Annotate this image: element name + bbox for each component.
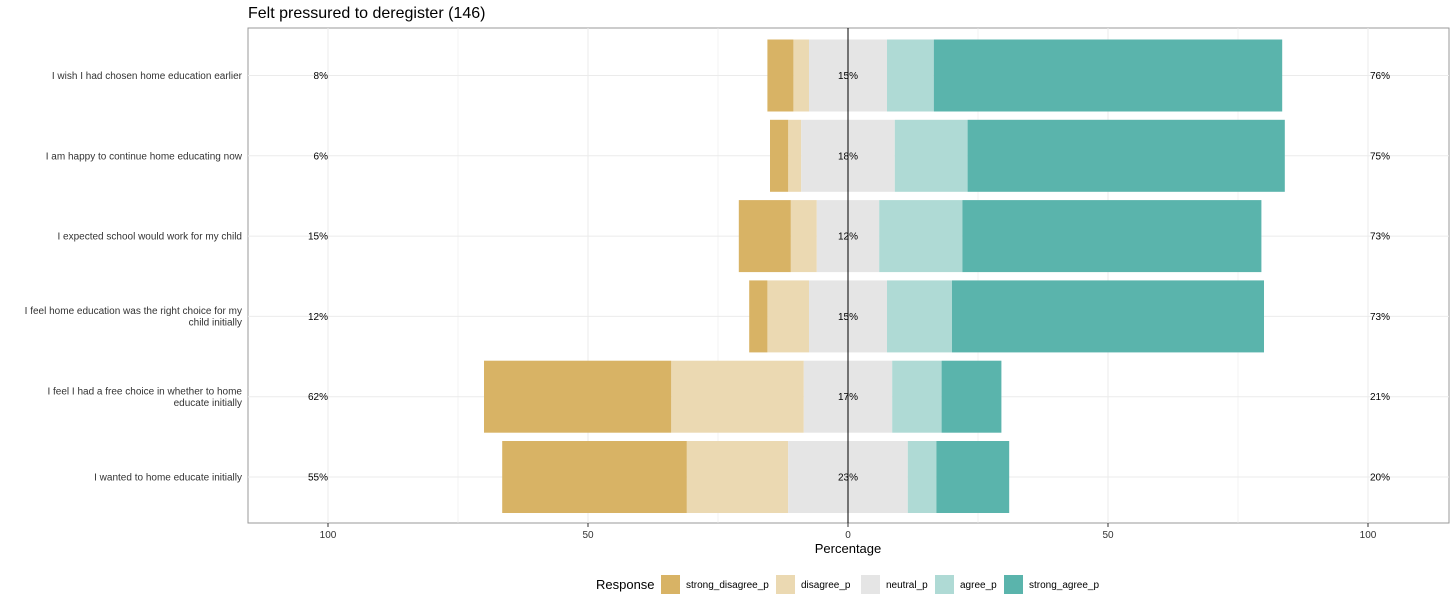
- bar-strong-agree-p: [967, 119, 1285, 192]
- label-center-percent: 12%: [838, 232, 858, 243]
- label-right-percent: 21%: [1370, 392, 1390, 403]
- bar-agree-p: [879, 200, 963, 273]
- label-right-percent: 75%: [1370, 151, 1390, 162]
- legend-label: strong_disagree_p: [686, 580, 769, 591]
- bar-disagree-p: [767, 280, 809, 353]
- bar-agree-p: [892, 360, 942, 433]
- label-left-percent: 8%: [314, 71, 329, 82]
- x-tick-label: 50: [1102, 530, 1114, 541]
- bar-strong-agree-p: [962, 200, 1262, 273]
- y-axis-labels: I wish I had chosen home education earli…: [25, 71, 243, 484]
- bar-disagree-p: [788, 119, 802, 192]
- bar-agree-p: [894, 119, 968, 192]
- label-left-percent: 12%: [308, 312, 328, 323]
- bars-layer: [484, 39, 1285, 513]
- x-tick-label: 100: [320, 530, 337, 541]
- label-center-percent: 23%: [838, 473, 858, 484]
- label-center-percent: 18%: [838, 151, 858, 162]
- bar-strong-disagree-p: [484, 360, 672, 433]
- y-axis-label: I feel home education was the right choi…: [25, 306, 242, 329]
- label-left-percent: 15%: [308, 232, 328, 243]
- legend-label: disagree_p: [801, 580, 851, 591]
- label-right-percent: 73%: [1370, 312, 1390, 323]
- bar-agree-p: [887, 280, 952, 353]
- bar-strong-disagree-p: [749, 280, 768, 353]
- label-left-percent: 55%: [308, 473, 328, 484]
- label-right-percent: 73%: [1370, 232, 1390, 243]
- y-axis-label: I wanted to home educate initially: [94, 473, 242, 484]
- legend-swatch-agree-p: [935, 575, 954, 594]
- y-axis-label: I expected school would work for my chil…: [57, 232, 242, 243]
- y-axis-label: I am happy to continue home educating no…: [46, 151, 243, 162]
- bar-disagree-p: [790, 200, 817, 273]
- label-left-percent: 6%: [314, 151, 329, 162]
- x-axis-ticks: 100 50 0 50 100: [320, 523, 1377, 541]
- bar-agree-p: [887, 39, 934, 112]
- x-axis-title: Percentage: [815, 541, 882, 556]
- x-tick-label: 50: [582, 530, 594, 541]
- bar-disagree-p: [671, 360, 804, 433]
- y-axis-label: I wish I had chosen home education earli…: [52, 71, 243, 82]
- bar-strong-agree-p: [952, 280, 1264, 353]
- legend-swatch-strong-agree-p: [1004, 575, 1023, 594]
- legend-title: Response: [596, 577, 655, 592]
- bar-strong-agree-p: [941, 360, 1002, 433]
- label-right-percent: 20%: [1370, 473, 1390, 484]
- chart-title: Felt pressured to deregister (146): [248, 5, 485, 22]
- label-center-percent: 17%: [838, 392, 858, 403]
- y-axis-label: I feel I had a free choice in whether to…: [47, 386, 242, 409]
- bar-strong-disagree-p: [502, 441, 687, 513]
- legend-swatch-strong-disagree-p: [661, 575, 680, 594]
- bar-strong-disagree-p: [770, 119, 789, 192]
- bar-strong-agree-p: [933, 39, 1283, 112]
- bar-strong-disagree-p: [767, 39, 794, 112]
- label-right-percent: 76%: [1370, 71, 1390, 82]
- percent-labels: 8% 15% 76% 6% 18% 75% 15% 12% 73% 12% 15% 73% 62% 17%…: [308, 71, 1390, 484]
- label-center-percent: 15%: [838, 312, 858, 323]
- legend: Response strong_disagree_p disagree_p neut…: [596, 575, 1099, 594]
- legend-label: agree_p: [960, 580, 997, 591]
- legend-label: strong_agree_p: [1029, 580, 1099, 591]
- bar-disagree-p: [686, 441, 789, 513]
- bar-strong-disagree-p: [738, 200, 791, 273]
- x-tick-label: 0: [845, 530, 851, 541]
- bar-strong-agree-p: [936, 441, 1010, 513]
- legend-label: neutral_p: [886, 580, 928, 591]
- legend-swatch-disagree-p: [776, 575, 795, 594]
- label-left-percent: 62%: [308, 392, 328, 403]
- x-tick-label: 100: [1360, 530, 1377, 541]
- label-center-percent: 15%: [838, 71, 858, 82]
- legend-swatch-neutral-p: [861, 575, 880, 594]
- bar-agree-p: [907, 441, 937, 513]
- bar-disagree-p: [793, 39, 809, 112]
